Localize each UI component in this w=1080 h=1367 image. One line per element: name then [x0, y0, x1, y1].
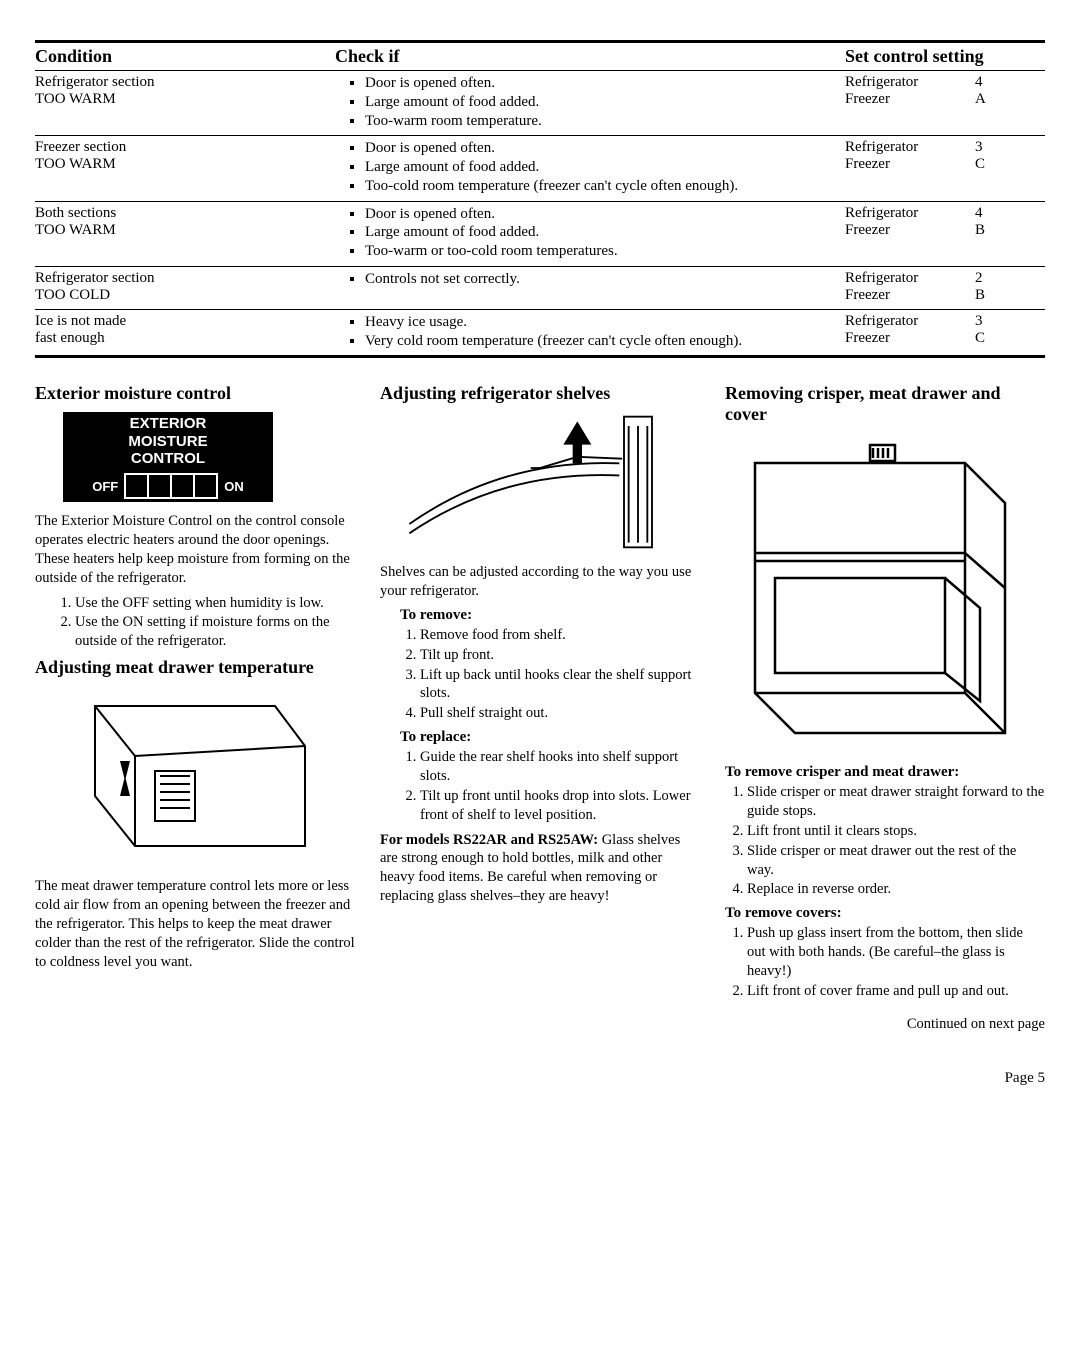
condition-line2: TOO WARM — [35, 91, 116, 107]
crisper-step: Replace in reverse order. — [747, 880, 1045, 899]
emc-step: Use the OFF setting when humidity is low… — [75, 594, 355, 613]
setting-value: 4 — [975, 205, 983, 221]
replace-subheading: To replace: — [400, 729, 700, 746]
glass-shelves-note: For models RS22AR and RS25AW: Glass shel… — [380, 831, 700, 906]
check-item: Too-warm room temperature. — [365, 112, 845, 131]
emc-body-text: The Exterior Moisture Control on the con… — [35, 512, 355, 587]
setting-value: B — [975, 222, 985, 238]
setting-value: A — [975, 91, 986, 107]
setting-device: Freezer — [845, 287, 890, 303]
table-header-row: Condition Check if Set control setting — [35, 43, 1045, 71]
setting-value: B — [975, 287, 985, 303]
emc-label-line: CONTROL — [131, 450, 205, 467]
column-right: Removing crisper, meat drawer and cover … — [725, 383, 1045, 1039]
glass-models-label: For models RS22AR and RS25AW: — [380, 832, 598, 848]
shelves-body: Shelves can be adjusted according to the… — [380, 563, 700, 601]
meat-drawer-illustration — [35, 686, 355, 866]
table-row: Refrigerator section TOO WARM Door is op… — [35, 71, 1045, 136]
check-item: Door is opened often. — [365, 74, 845, 93]
shelves-illustration — [380, 412, 700, 552]
crisper-heading: Removing crisper, meat drawer and cover — [725, 383, 1045, 425]
crisper-step: Slide crisper or meat drawer straight fo… — [747, 783, 1045, 821]
condition-line2: fast enough — [35, 330, 105, 346]
setting-device: Freezer — [845, 330, 890, 346]
setting-value: 3 — [975, 139, 983, 155]
setting-device: Refrigerator — [845, 139, 918, 155]
table-row: Freezer section TOO WARM Door is opened … — [35, 136, 1045, 201]
check-item: Door is opened often. — [365, 139, 845, 158]
check-item: Door is opened often. — [365, 205, 845, 224]
setting-value: 2 — [975, 270, 983, 286]
emc-off-label: OFF — [92, 479, 118, 494]
header-check: Check if — [335, 46, 845, 67]
check-item: Too-warm or too-cold room temperatures. — [365, 242, 845, 261]
check-item: Large amount of food added. — [365, 158, 845, 177]
replace-step: Tilt up front until hooks drop into slot… — [420, 787, 700, 825]
setting-device: Refrigerator — [845, 74, 918, 90]
condition-line1: Both sections — [35, 205, 116, 221]
table-row: Both sections TOO WARM Door is opened of… — [35, 202, 1045, 267]
condition-line1: Refrigerator section — [35, 74, 155, 90]
check-item: Controls not set correctly. — [365, 270, 845, 289]
header-setting: Set control setting — [845, 46, 1045, 67]
emc-on-label: ON — [224, 479, 244, 494]
condition-line1: Freezer section — [35, 139, 126, 155]
table-row: Refrigerator section TOO COLD Controls n… — [35, 267, 1045, 310]
emc-control-illustration: EXTERIOR MOISTURE CONTROL OFF ON — [63, 412, 273, 502]
covers-step: Lift front of cover frame and pull up an… — [747, 982, 1045, 1001]
remove-subheading: To remove: — [400, 607, 700, 624]
emc-heading: Exterior moisture control — [35, 383, 355, 404]
check-item: Large amount of food added. — [365, 93, 845, 112]
column-middle: Adjusting refrigerator shelves Shelves c… — [380, 383, 700, 1039]
condition-line1: Refrigerator section — [35, 270, 155, 286]
emc-label-line: EXTERIOR — [130, 415, 207, 432]
meat-drawer-body: The meat drawer temperature control lets… — [35, 877, 355, 971]
check-item: Large amount of food added. — [365, 223, 845, 242]
crisper-step: Lift front until it clears stops. — [747, 822, 1045, 841]
header-condition: Condition — [35, 46, 335, 67]
table-row: Ice is not made fast enough Heavy ice us… — [35, 310, 1045, 359]
check-item: Too-cold room temperature (freezer can't… — [365, 177, 845, 196]
emc-slider-track — [124, 473, 218, 499]
continued-text: Continued on next page — [725, 1015, 1045, 1034]
page-number: Page 5 — [35, 1070, 1045, 1087]
meat-drawer-heading: Adjusting meat drawer temperature — [35, 657, 355, 678]
crisper-step: Slide crisper or meat drawer out the res… — [747, 842, 1045, 880]
setting-value: C — [975, 156, 985, 172]
replace-step: Guide the rear shelf hooks into shelf su… — [420, 748, 700, 786]
remove-step: Pull shelf straight out. — [420, 704, 700, 723]
condition-line1: Ice is not made — [35, 313, 126, 329]
setting-device: Refrigerator — [845, 313, 918, 329]
setting-device: Refrigerator — [845, 270, 918, 286]
column-left: Exterior moisture control EXTERIOR MOIST… — [35, 383, 355, 1039]
condition-line2: TOO WARM — [35, 156, 116, 172]
remove-crisper-subheading: To remove crisper and meat drawer: — [725, 764, 1045, 781]
setting-device: Freezer — [845, 222, 890, 238]
setting-device: Freezer — [845, 91, 890, 107]
shelves-heading: Adjusting refrigerator shelves — [380, 383, 700, 404]
covers-step: Push up glass insert from the bottom, th… — [747, 924, 1045, 981]
remove-step: Lift up back until hooks clear the shelf… — [420, 666, 700, 704]
emc-label-line: MOISTURE — [128, 433, 207, 450]
setting-value: 4 — [975, 74, 983, 90]
setting-device: Refrigerator — [845, 205, 918, 221]
troubleshooting-table: Condition Check if Set control setting R… — [35, 40, 1045, 358]
condition-line2: TOO COLD — [35, 287, 110, 303]
remove-step: Tilt up front. — [420, 646, 700, 665]
condition-line2: TOO WARM — [35, 222, 116, 238]
remove-covers-subheading: To remove covers: — [725, 905, 1045, 922]
check-item: Very cold room temperature (freezer can'… — [365, 332, 845, 351]
setting-device: Freezer — [845, 156, 890, 172]
setting-value: 3 — [975, 313, 983, 329]
check-item: Heavy ice usage. — [365, 313, 845, 332]
remove-step: Remove food from shelf. — [420, 626, 700, 645]
setting-value: C — [975, 330, 985, 346]
emc-step: Use the ON setting if moisture forms on … — [75, 613, 355, 651]
crisper-illustration — [725, 433, 1045, 753]
